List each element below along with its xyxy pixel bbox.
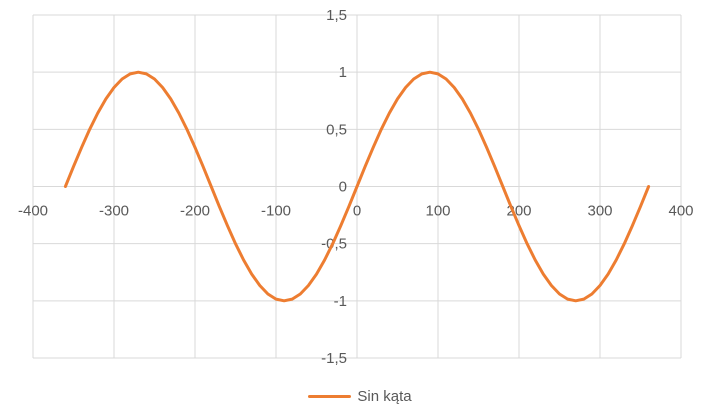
x-axis-tick-label: -300	[99, 203, 129, 220]
x-axis-tick-label: -100	[261, 203, 291, 220]
x-axis-tick-label: 200	[506, 203, 531, 220]
x-axis-tick-label: 400	[668, 203, 693, 220]
sine-series-line	[63, 70, 651, 303]
y-axis-tick-label: 1	[339, 64, 347, 81]
x-axis-tick-label: -200	[180, 203, 210, 220]
x-axis-tick-label: 100	[425, 203, 450, 220]
x-axis-tick-label: 300	[587, 203, 612, 220]
y-axis-tick-label: 0,5	[326, 121, 347, 138]
y-axis-tick-label: 1,5	[326, 7, 347, 24]
x-axis-tick-label: -400	[18, 203, 48, 220]
legend-label: Sin kąta	[357, 388, 412, 405]
x-axis-tick-label: 0	[353, 203, 361, 220]
x-axis-tick-labels: -400 -300 -200 -100 0 100 200 300 400	[18, 203, 694, 220]
y-axis-tick-label: -1	[334, 293, 347, 310]
legend: Sin kąta	[0, 389, 720, 404]
legend-line-marker	[308, 395, 352, 398]
y-axis-tick-label: 0	[339, 179, 347, 196]
y-axis-tick-label: -1,5	[321, 350, 347, 367]
